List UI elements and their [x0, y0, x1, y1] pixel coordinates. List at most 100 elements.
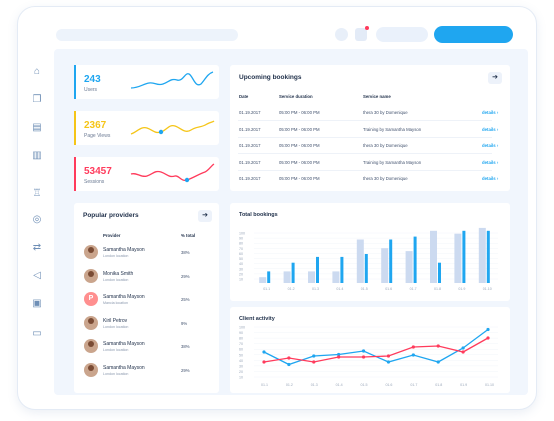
data-point[interactable] [361, 355, 366, 359]
stat-sparkline [130, 71, 214, 89]
provider-name: Samantha Mayson [103, 341, 145, 347]
data-point[interactable] [262, 350, 266, 354]
bar[interactable] [291, 262, 295, 283]
data-point[interactable] [486, 336, 490, 340]
bar[interactable] [259, 277, 267, 283]
stat-card-sessions[interactable]: 53457 Sessions [74, 157, 219, 191]
data-point[interactable] [312, 360, 316, 364]
details-link[interactable]: details › [482, 126, 499, 132]
shuffle-icon[interactable]: ⇄ [32, 242, 42, 253]
bar[interactable] [332, 271, 340, 283]
bar[interactable] [438, 262, 441, 283]
data-point[interactable] [337, 352, 341, 357]
y-tick-label: 100 [239, 326, 245, 330]
data-point[interactable] [461, 346, 465, 350]
video-icon[interactable]: ▣ [32, 298, 42, 309]
data-point[interactable] [486, 327, 490, 332]
y-tick-label: 20 [239, 370, 243, 374]
booking-date: 01.19.2017 [239, 126, 261, 132]
stat-accent-bar [74, 65, 76, 99]
bar[interactable] [462, 230, 466, 283]
details-link[interactable]: details › [482, 176, 499, 181]
provider-percent: 29% [181, 273, 190, 279]
chart-title: Total bookings [239, 212, 278, 218]
data-point[interactable] [436, 360, 440, 364]
column-header: Date [239, 94, 249, 99]
bar[interactable] [316, 256, 319, 283]
data-point[interactable] [436, 344, 440, 348]
user-menu[interactable] [376, 27, 428, 42]
data-point[interactable] [312, 354, 316, 358]
booking-duration: 05:00 PM - 06:00 PM [279, 126, 320, 132]
y-tick-label: 80 [239, 337, 243, 341]
x-tick-label: 01.10 [485, 383, 494, 387]
booking-service: thera 30 by Domenique [363, 110, 408, 115]
arrow-right-icon[interactable]: ➔ [198, 210, 212, 222]
avatar [84, 268, 98, 283]
bar[interactable] [486, 230, 490, 283]
details-link[interactable]: details › [482, 159, 499, 165]
bar[interactable] [381, 248, 389, 283]
documents-icon[interactable]: ❐ [32, 94, 42, 105]
data-point[interactable] [337, 355, 341, 359]
y-tick-label: 10 [239, 278, 243, 282]
booking-duration: 05:00 PM - 06:00 PM [279, 143, 320, 148]
bank-icon[interactable]: ⌂ [33, 66, 41, 77]
megaphone-icon[interactable]: ◁ [33, 270, 41, 281]
provider-percent: 25% [181, 297, 190, 302]
booking-date: 01.19.2017 [239, 143, 261, 148]
bar[interactable] [413, 236, 417, 283]
bar[interactable] [389, 239, 393, 284]
stat-card-page-views[interactable]: 2367 Page Views [74, 111, 219, 145]
bar[interactable] [356, 239, 364, 284]
dashboard-frame: ⌂ ❐ ▤ ▥ ♖ ◎ ⇄ ◁ ▣ ▭ 243 Users 2367 Page … [17, 6, 537, 410]
column-header: Provider [103, 233, 121, 238]
details-link[interactable]: details › [482, 143, 499, 148]
data-point[interactable] [386, 360, 391, 364]
avatar[interactable] [335, 28, 348, 41]
details-link[interactable]: details › [482, 110, 499, 115]
x-tick-label: 01.1 [261, 383, 268, 387]
bar[interactable] [340, 256, 344, 283]
bar[interactable] [454, 233, 462, 283]
data-point[interactable] [461, 350, 465, 354]
chart-icon[interactable]: ▤ [32, 122, 42, 133]
y-tick-label: 70 [239, 342, 243, 346]
data-point[interactable] [361, 349, 366, 353]
tooth-icon[interactable]: ♖ [32, 188, 42, 199]
bar[interactable] [364, 254, 368, 283]
bar[interactable] [283, 271, 291, 283]
x-tick-label: 01.5 [361, 383, 368, 387]
data-point[interactable] [386, 354, 391, 358]
data-point[interactable] [411, 353, 415, 357]
data-point[interactable] [287, 362, 291, 367]
data-point[interactable] [287, 356, 291, 360]
booking-date: 01.19.2017 [239, 110, 261, 115]
data-point[interactable] [411, 345, 415, 349]
stat-card-users[interactable]: 243 Users [74, 65, 219, 99]
chat-icon[interactable]: ▭ [32, 328, 42, 339]
stat-label: Users [84, 87, 98, 93]
booking-service: Training by Samantha Mayson [363, 159, 422, 165]
bar[interactable] [405, 251, 413, 283]
y-tick-label: 20 [239, 272, 243, 276]
y-tick-label: 60 [239, 252, 243, 256]
building-icon[interactable]: ▥ [32, 150, 42, 161]
bar[interactable] [308, 271, 315, 283]
top-bar [18, 7, 538, 49]
arrow-right-icon[interactable]: ➔ [488, 72, 502, 84]
bar[interactable] [478, 227, 486, 283]
search-input[interactable] [56, 29, 238, 41]
data-point[interactable] [262, 360, 266, 364]
bar[interactable] [430, 230, 437, 283]
piggy-bank-icon[interactable]: ◎ [32, 214, 42, 225]
stat-label: Sessions [84, 179, 105, 185]
upcoming-bookings-card: Upcoming bookings ➔ Date Service duratio… [230, 65, 510, 191]
primary-action-button[interactable] [434, 26, 513, 43]
x-tick-label: 01.6 [385, 287, 392, 291]
provider-percent: 38% [181, 250, 190, 255]
booking-duration: 05:00 PM - 06:00 PM [279, 176, 320, 181]
notification-icon[interactable] [355, 26, 369, 41]
bar[interactable] [267, 271, 271, 283]
